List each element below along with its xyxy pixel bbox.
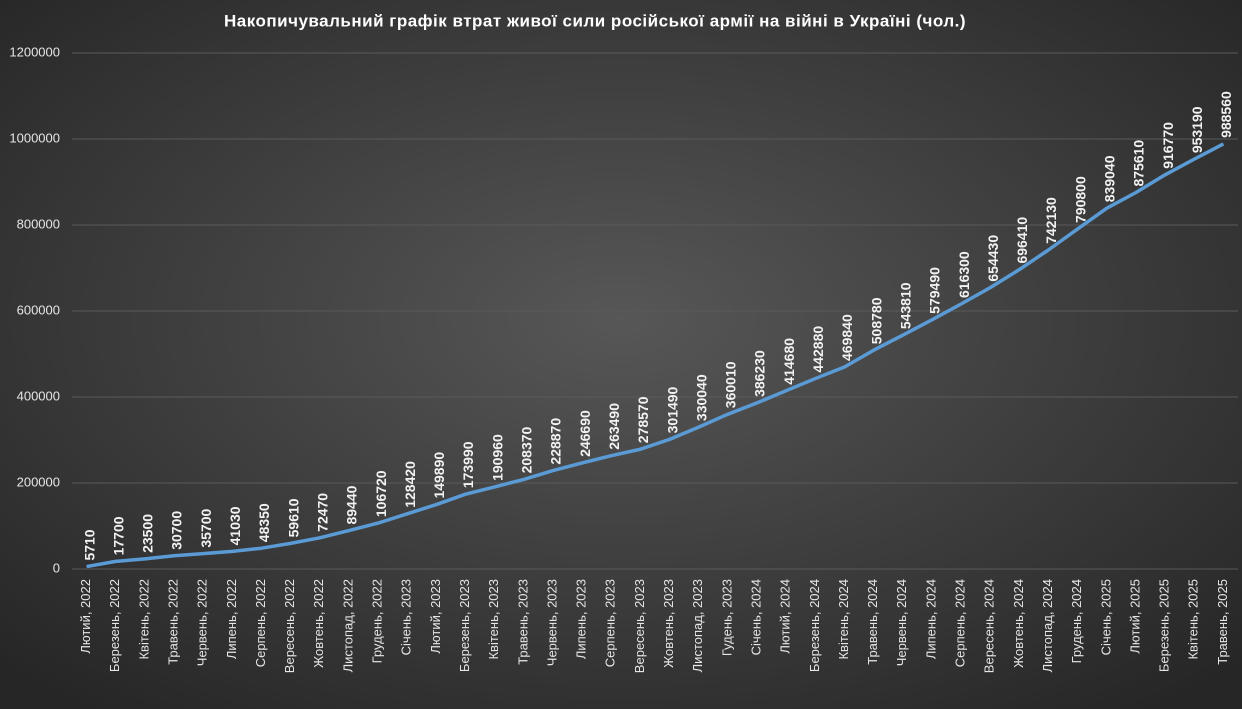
data-label: 742130 <box>1043 197 1059 244</box>
data-label: 442880 <box>810 326 826 373</box>
data-label: 301490 <box>664 386 680 433</box>
x-tick-label: Вересень, 2022 <box>282 579 297 673</box>
x-tick-label: Червень, 2024 <box>894 579 909 666</box>
x-tick-label: Травень, 2025 <box>1215 579 1230 665</box>
data-label: 790800 <box>1072 176 1088 223</box>
data-label: 246690 <box>577 410 593 457</box>
x-tick-label: Серпень, 2023 <box>603 579 618 667</box>
x-tick-label: Березень, 2023 <box>457 579 472 672</box>
x-tick-label: Листопад, 2024 <box>1040 579 1055 672</box>
x-tick-label: Грудень, 2024 <box>1069 579 1084 663</box>
data-label: 173990 <box>460 441 476 488</box>
data-label: 35700 <box>198 509 214 548</box>
x-tick-label: Липень, 2022 <box>224 579 239 659</box>
data-label: 988560 <box>1218 91 1234 138</box>
chart-title: Накопичувальний графік втрат живої сили … <box>224 11 966 30</box>
x-tick-label: Листопад, 2023 <box>690 579 705 672</box>
y-tick-label: 600000 <box>17 302 60 317</box>
y-tick-label: 400000 <box>17 388 60 403</box>
data-label: 654430 <box>985 235 1001 282</box>
x-tick-label: Квітень, 2024 <box>836 579 851 660</box>
data-label: 5710 <box>81 529 97 560</box>
data-label: 543810 <box>897 282 913 329</box>
data-label: 208370 <box>519 426 535 473</box>
x-tick-label: Грудень, 2022 <box>370 579 385 663</box>
x-tick-label: Червень, 2023 <box>544 579 559 666</box>
data-label: 386230 <box>752 350 768 397</box>
x-tick-label: Квітень, 2022 <box>136 579 151 660</box>
data-label: 263490 <box>606 403 622 450</box>
x-tick-label: Вересень, 2023 <box>632 579 647 673</box>
x-tick-label: Червень, 2022 <box>195 579 210 666</box>
x-tick-label: Жовтень, 2024 <box>1011 579 1026 668</box>
data-label: 106720 <box>373 470 389 517</box>
data-label: 508780 <box>868 297 884 344</box>
data-label: 616300 <box>956 251 972 298</box>
data-label: 23500 <box>140 514 156 553</box>
y-tick-label: 1200000 <box>9 44 60 59</box>
data-label: 875610 <box>1131 140 1147 187</box>
data-label: 72470 <box>314 493 330 532</box>
data-line <box>86 142 1225 569</box>
y-tick-label: 0 <box>53 560 60 575</box>
data-label: 360010 <box>723 361 739 408</box>
x-tick-label: Травень, 2022 <box>165 579 180 665</box>
data-label: 278570 <box>635 396 651 443</box>
data-label: 414680 <box>781 338 797 385</box>
x-tick-label: Липень, 2024 <box>923 579 938 659</box>
x-tick-label: Січень, 2025 <box>1098 579 1113 655</box>
x-tick-label: Гудень, 2023 <box>719 579 734 656</box>
x-tick-label: Серпень, 2024 <box>953 579 968 667</box>
x-tick-label: Березень, 2022 <box>107 579 122 672</box>
x-tick-label: Жовтень, 2023 <box>661 579 676 668</box>
data-label: 696410 <box>1014 217 1030 264</box>
data-label: 59610 <box>285 498 301 537</box>
x-tick-label: Липень, 2023 <box>574 579 589 659</box>
data-label: 48350 <box>256 503 272 542</box>
data-label: 17700 <box>110 516 126 555</box>
x-tick-label: Квітень, 2023 <box>486 579 501 660</box>
x-tick-label: Лютий, 2023 <box>428 579 443 654</box>
x-tick-label: Лютий, 2025 <box>1127 579 1142 654</box>
x-tick-label: Листопад, 2022 <box>340 579 355 672</box>
x-tick-label: Січень, 2023 <box>399 579 414 655</box>
data-label: 228870 <box>548 418 564 465</box>
data-label: 579490 <box>927 267 943 314</box>
x-tick-label: Березень, 2025 <box>1157 579 1172 672</box>
x-tick-label: Лютий, 2022 <box>78 579 93 654</box>
y-tick-label: 200000 <box>17 474 60 489</box>
y-tick-label: 800000 <box>17 216 60 231</box>
x-tick-label: Квітень, 2025 <box>1186 579 1201 660</box>
data-label: 128420 <box>402 461 418 508</box>
data-label: 190960 <box>489 434 505 481</box>
data-label: 953190 <box>1189 106 1205 153</box>
data-label: 149890 <box>431 452 447 499</box>
data-label: 30700 <box>169 511 185 550</box>
x-tick-label: Травень, 2024 <box>865 579 880 665</box>
x-tick-label: Травень, 2023 <box>515 579 530 665</box>
y-tick-label: 1000000 <box>9 130 60 145</box>
x-tick-label: Вересень, 2024 <box>982 579 997 673</box>
x-tick-label: Жовтень, 2022 <box>311 579 326 668</box>
data-label: 89440 <box>344 485 360 524</box>
data-label: 469840 <box>839 314 855 361</box>
data-label: 916770 <box>1160 122 1176 169</box>
x-tick-label: Березень, 2024 <box>807 579 822 672</box>
data-label: 330040 <box>693 374 709 421</box>
x-tick-label: Січень, 2024 <box>748 579 763 655</box>
x-tick-label: Серпень, 2022 <box>253 579 268 667</box>
data-label: 41030 <box>227 506 243 545</box>
x-tick-label: Лютий, 2024 <box>778 579 793 654</box>
data-label: 839040 <box>1102 155 1118 202</box>
